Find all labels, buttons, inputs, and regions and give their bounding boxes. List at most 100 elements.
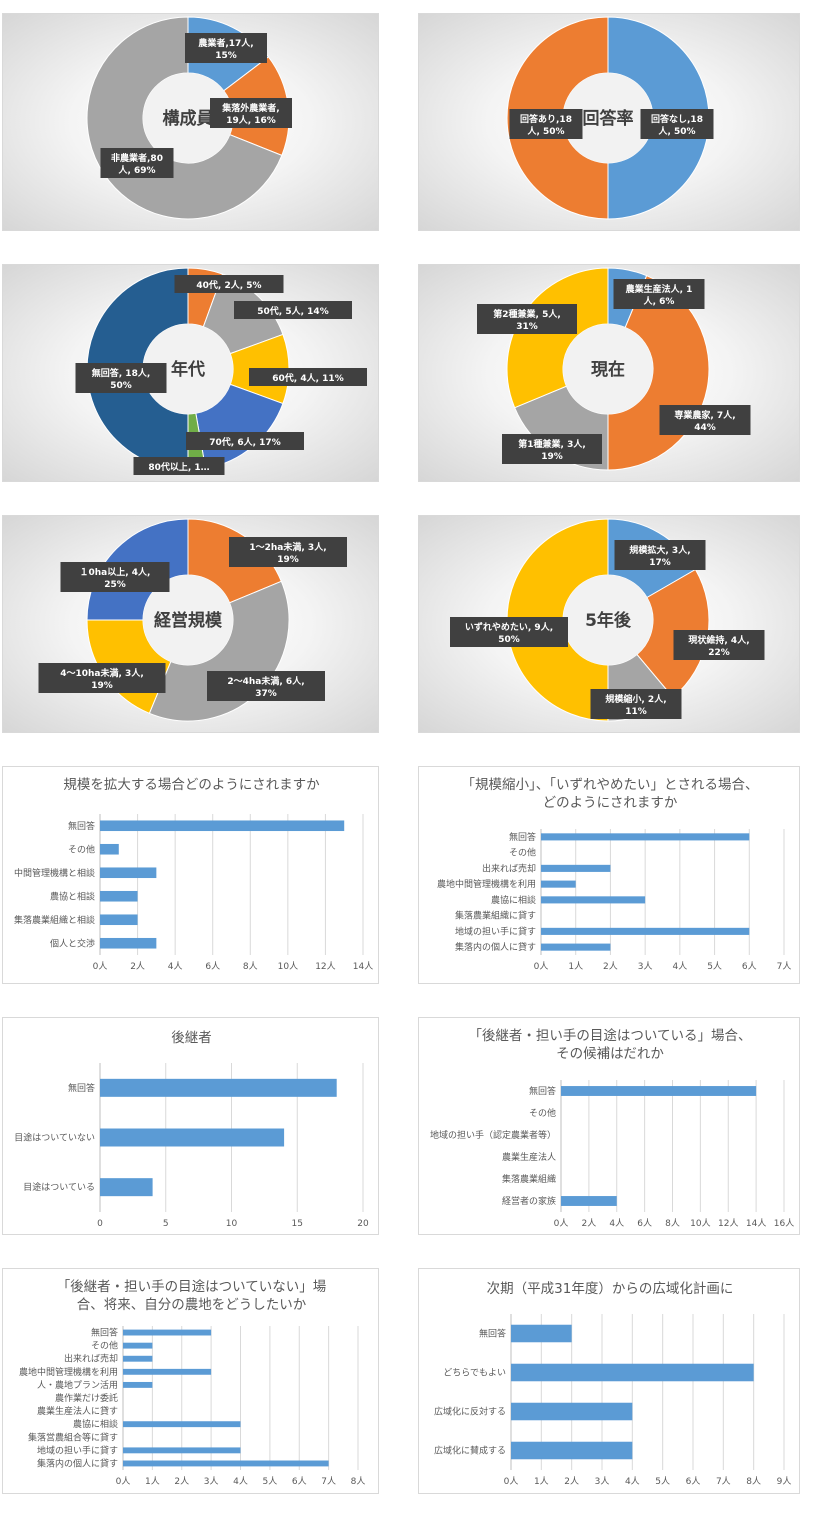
x-tick-label: 6人 (205, 961, 220, 972)
data-label-box (590, 689, 682, 719)
chart-panel-current: 現在 農業生産法人, 1 人, 6% 専業農家, 7人, 44% 第1種兼業, 3人, 19… (418, 264, 800, 482)
bar (541, 864, 611, 872)
y-category-label: 経営者の家族 (502, 1195, 556, 1207)
data-label: 回答なし,18 (651, 113, 703, 125)
data-label: 50代, 5人, 14% (257, 305, 328, 317)
x-tick-label: 12人 (315, 961, 335, 972)
bar (541, 927, 750, 935)
data-label: 70代, 6人, 17% (209, 436, 280, 448)
x-tick-label: 5 (163, 1219, 169, 1229)
chart-panel-expand: 規模を拡大する場合どのようにされますか 0人 2人 4人 6人 8人 10人 12人 14人 無回… (2, 766, 379, 984)
x-tick-label: 2人 (130, 961, 145, 972)
donut-center-title: 年代 (171, 359, 205, 380)
y-category-label: 集落内の個人に貸す (37, 1457, 118, 1469)
x-tick-label: 3人 (595, 1476, 610, 1487)
chart-title: 次期（平成31年度）からの広域化計画に (487, 1281, 734, 1297)
y-category-label: 出来れば売却 (64, 1353, 118, 1365)
chart-panel-candidate: 「後継者・担い手の目途はついている」場合、 その候補はだれか 0人 2人 4人 6人 8人 1… (418, 1017, 800, 1235)
data-label: 現状維持, 4人, (688, 634, 749, 646)
data-label: 40代, 2人, 5% (196, 279, 261, 291)
x-tick-label: 2人 (582, 1218, 597, 1229)
y-category-label: 農業生産法人に貸す (37, 1405, 118, 1417)
chart-subtitle: 合、将来、自分の農地をどうしたいか (77, 1297, 307, 1313)
bar-chart-wide-area: 次期（平成31年度）からの広域化計画に 0人 1人 2人 3人 4人 5人 6人 7人 8人 9人 無… (434, 1281, 791, 1487)
data-label: 2～4ha未満, 6人, (227, 675, 304, 687)
data-label-box (640, 109, 714, 139)
data-label: 44% (694, 423, 716, 433)
chart-subtitle: どのようにされますか (543, 795, 678, 811)
donut-hole (563, 575, 653, 665)
x-tick-label: 1人 (145, 1476, 160, 1487)
x-tick-label: 8人 (665, 1218, 680, 1229)
x-tick-label: 2人 (564, 1476, 579, 1487)
x-tick-label: 7人 (777, 961, 792, 972)
x-tick-label: 6人 (637, 1218, 652, 1229)
y-category-label: 個人と交渉 (50, 937, 95, 949)
bar (541, 896, 646, 904)
data-label: 集落外農業者, (221, 102, 279, 114)
donut-center-title: 経営規模 (154, 610, 223, 631)
data-label: 第2種兼業, 5人, (493, 308, 561, 320)
x-tick-label: 3人 (638, 961, 653, 972)
y-category-label: 集落農業組織に貸す (455, 910, 536, 922)
x-tick-label: 1人 (534, 1476, 549, 1487)
donut-chart-age: 年代 40代, 2人, 5% 50代, 5人, 14% 60代, 4人, 11% 70代… (75, 267, 367, 475)
data-label-box (38, 663, 166, 693)
y-category-label: 広域化に賛成する (434, 1445, 506, 1457)
y-category-label: 地域の担い手に貸す (37, 1444, 118, 1456)
data-label-box (614, 540, 706, 570)
data-label-box (207, 671, 325, 701)
data-label: 回答あり,18 (520, 113, 572, 125)
bar (123, 1381, 153, 1388)
data-label-box (229, 537, 347, 567)
data-label-box (249, 368, 367, 386)
chart-subtitle: その候補はだれか (556, 1046, 664, 1062)
chart-panel-members: 構成員 農業者,17人, 15% 集落外農業者, 19人, 16% 非農業者,80 人, 6… (2, 13, 379, 231)
donut-chart-current: 現在 農業生産法人, 1人, 6% 専業農家, 7人, 44% 第1種兼業, 3人, 19… (477, 267, 751, 471)
bar (100, 914, 138, 926)
bar (561, 1086, 757, 1096)
x-tick-label: 14人 (353, 961, 373, 972)
x-tick-label: 7人 (716, 1476, 731, 1487)
chart-panel-no-successor: 「後継者・担い手の目途はついていない」場 合、将来、自分の農地をどうしたいか 0人 1… (2, 1268, 379, 1494)
data-label-box (75, 363, 167, 393)
y-category-label: 中間管理機構と相談 (14, 867, 95, 879)
data-label-box (477, 304, 577, 334)
data-label-box (100, 148, 174, 178)
bar (100, 937, 157, 949)
data-label-box (60, 562, 170, 592)
x-tick-label: 4人 (609, 1218, 624, 1229)
y-category-label: 目途はついていない (14, 1132, 95, 1144)
bar (100, 843, 119, 855)
data-label: 17% (649, 558, 671, 568)
y-category-label: 農作業だけ委託 (55, 1392, 118, 1404)
y-category-label: 集落内の個人に貸す (455, 941, 536, 953)
data-label: 19% (541, 452, 563, 462)
x-tick-label: 0 (97, 1219, 103, 1229)
data-label: 60代, 4人, 11% (272, 372, 343, 384)
data-label: 無回答, 18人, (92, 367, 151, 379)
chart-title: 「後継者・担い手の目途はついていない」場 (57, 1278, 327, 1295)
data-label: 第1種兼業, 3人, (518, 438, 586, 450)
y-category-label: 広域化に反対する (434, 1406, 506, 1418)
y-category-label: 地域の担い手（認定農業者等） (430, 1129, 556, 1141)
data-label: 人, 6% (643, 295, 675, 307)
x-tick-label: 4人 (233, 1476, 248, 1487)
data-label: 規模縮小, 2人, (605, 693, 666, 705)
data-label: 農業生産法人, 1 (626, 283, 693, 295)
data-label-box (502, 434, 602, 464)
x-tick-label: 10人 (690, 1218, 710, 1229)
data-label: 非農業者,80 (111, 152, 163, 164)
bar (511, 1363, 754, 1382)
bar (541, 833, 750, 841)
donut-center-title: 5年後 (585, 610, 632, 631)
data-label: 人, 69% (117, 164, 155, 176)
x-tick-label: 6人 (742, 961, 757, 972)
chart-title: 「後継者・担い手の目途はついている」場合、 (468, 1027, 751, 1044)
y-category-label: 農協に相談 (491, 894, 536, 906)
x-tick-label: 15 (292, 1219, 303, 1229)
bar (100, 867, 157, 879)
bar (561, 1196, 617, 1206)
bar-chart-shrink: 「規模縮小」、「いずれやめたい」とされる場合、どのようにされますか 0人 1人 2人 3… (437, 777, 792, 972)
